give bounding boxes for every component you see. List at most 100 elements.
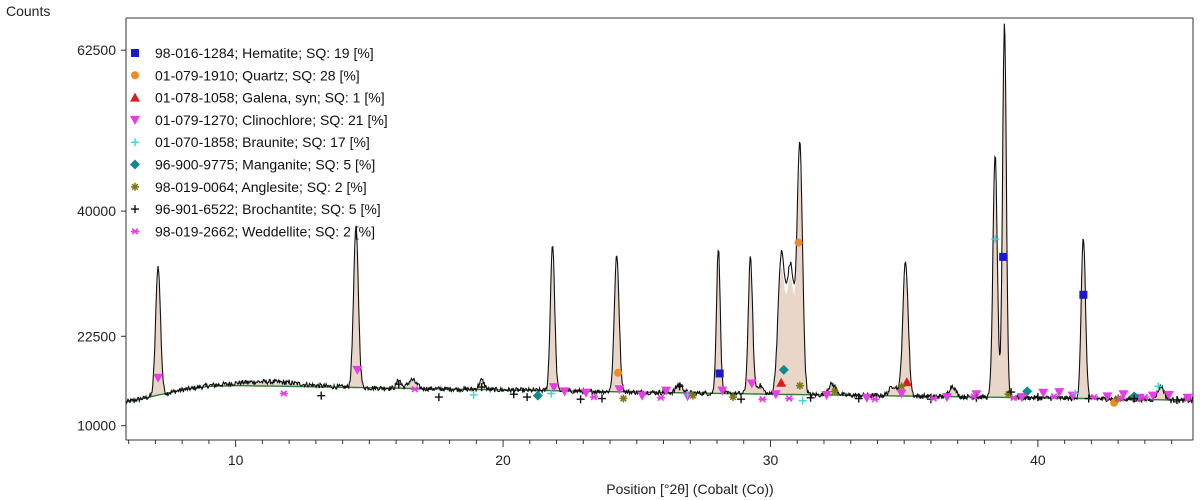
y-tick-label: 10000 <box>77 418 116 434</box>
marker-brochantite <box>317 391 326 400</box>
marker-clinochlore <box>717 386 728 396</box>
marker-brochantite <box>1084 394 1093 403</box>
marker-quartz <box>614 368 623 377</box>
marker-anglesite <box>729 393 738 402</box>
legend-marker <box>131 49 139 57</box>
legend-label: 01-078-1058; Galena, syn; SQ: 1 [%] <box>155 90 385 106</box>
marker-braunite <box>1071 389 1080 398</box>
marker-clinochlore <box>1038 388 1049 398</box>
marker-weddellite <box>929 395 938 402</box>
legend-marker <box>131 138 139 147</box>
marker-brochantite <box>394 380 403 389</box>
marker-clinochlore <box>1054 388 1065 398</box>
marker-weddellite <box>1116 395 1125 402</box>
marker-brochantite <box>477 383 486 392</box>
marker-brochantite <box>509 390 518 399</box>
marker-anglesite <box>1004 390 1013 399</box>
x-axis-title: Position [°2θ] (Cobalt (Co)) <box>606 481 773 497</box>
legend-item: 96-900-9775; Manganite; SQ: 5 [%] <box>130 157 375 173</box>
marker-clinochlore <box>153 373 164 383</box>
x-tick-label: 20 <box>495 452 511 468</box>
marker-anglesite <box>688 391 697 400</box>
legend-label: 98-016-1284; Hematite; SQ: 19 [%] <box>155 45 374 61</box>
marker-quartz <box>794 238 803 247</box>
phase-markers-layer <box>153 235 1193 407</box>
marker-weddellite <box>1049 393 1058 400</box>
phase-markers-braunite <box>469 235 1163 405</box>
marker-weddellite <box>870 395 879 403</box>
legend-label: 01-079-1910; Quartz; SQ: 28 [%] <box>155 67 360 83</box>
legend-item: 96-901-6522; Brochantite; SQ: 5 [%] <box>131 201 381 217</box>
marker-weddellite <box>1009 394 1018 402</box>
y-tick-label: 40000 <box>77 203 116 219</box>
marker-anglesite <box>619 394 628 403</box>
legend-marker <box>131 205 139 214</box>
legend-item: 01-070-1858; Braunite; SQ: 17 [%] <box>131 134 370 150</box>
marker-braunite <box>469 390 478 399</box>
marker-clinochlore <box>614 385 625 395</box>
marker-braunite <box>798 396 807 405</box>
plot-frame <box>125 17 1194 441</box>
marker-clinochlore <box>746 379 757 389</box>
legend-marker <box>130 159 140 170</box>
marker-hematite <box>999 252 1008 261</box>
marker-manganite <box>532 390 543 401</box>
marker-weddellite <box>1183 394 1192 402</box>
phase-markers-hematite <box>715 252 1088 378</box>
marker-anglesite <box>795 381 804 390</box>
x-tick-label: 10 <box>228 452 244 468</box>
legend: 98-016-1284; Hematite; SQ: 19 [%] 01-079-… <box>130 45 388 239</box>
marker-hematite <box>715 369 724 378</box>
marker-hematite <box>1079 290 1088 299</box>
marker-brochantite <box>1007 388 1016 397</box>
marker-brochantite <box>1172 395 1181 404</box>
marker-braunite <box>1154 382 1163 391</box>
marker-brochantite <box>737 395 746 404</box>
marker-brochantite <box>806 393 815 402</box>
marker-clinochlore <box>1016 393 1027 403</box>
marker-weddellite <box>758 395 767 403</box>
legend-label: 01-070-1858; Braunite; SQ: 17 [%] <box>155 134 370 150</box>
marker-clinochlore <box>821 390 832 400</box>
fit-layer <box>126 69 1193 403</box>
y-axis-title: Counts <box>6 3 50 19</box>
x-tick-label: 40 <box>1030 452 1046 468</box>
marker-clinochlore <box>861 393 872 403</box>
marker-clinochlore <box>559 387 570 397</box>
marker-brochantite <box>1033 393 1042 402</box>
marker-manganite <box>778 364 789 375</box>
marker-galena-syn <box>776 377 787 387</box>
legend-item: 98-016-1284; Hematite; SQ: 19 [%] <box>131 45 374 61</box>
marker-clinochlore <box>896 389 907 399</box>
phase-markers-weddellite <box>279 385 1192 403</box>
marker-clinochlore <box>661 386 672 396</box>
legend-marker <box>130 115 140 125</box>
legend-label: 98-019-2662; Weddellite; SQ: 2 [%] <box>155 223 375 239</box>
marker-braunite <box>547 389 556 398</box>
marker-clinochlore <box>352 365 363 375</box>
marker-weddellite <box>969 393 978 400</box>
marker-anglesite <box>897 382 906 391</box>
legend-item: 98-019-2662; Weddellite; SQ: 2 [%] <box>131 223 375 239</box>
y-tick-label: 22500 <box>77 328 116 344</box>
marker-weddellite <box>656 394 665 402</box>
marker-brochantite <box>598 394 607 403</box>
marker-weddellite <box>410 385 419 393</box>
marker-weddellite <box>1090 393 1099 401</box>
x-tick-label: 30 <box>763 452 779 468</box>
marker-brochantite <box>675 382 684 391</box>
marker-weddellite <box>589 393 598 401</box>
marker-brochantite <box>972 393 981 402</box>
legend-item: 98-019-0064; Anglesite; SQ: 2 [%] <box>131 179 367 195</box>
marker-brochantite <box>1130 394 1139 403</box>
legend-label: 01-079-1270; Clinochlore; SQ: 21 [%] <box>155 112 388 128</box>
marker-clinochlore <box>548 383 559 393</box>
legend-marker <box>131 228 139 235</box>
legend-item: 01-078-1058; Galena, syn; SQ: 1 [%] <box>130 90 385 106</box>
fitted-profile-fill <box>126 69 1193 403</box>
marker-clinochlore <box>637 391 648 401</box>
legend-marker <box>131 182 139 191</box>
marker-clinochlore <box>941 393 952 403</box>
marker-brochantite <box>854 394 863 403</box>
